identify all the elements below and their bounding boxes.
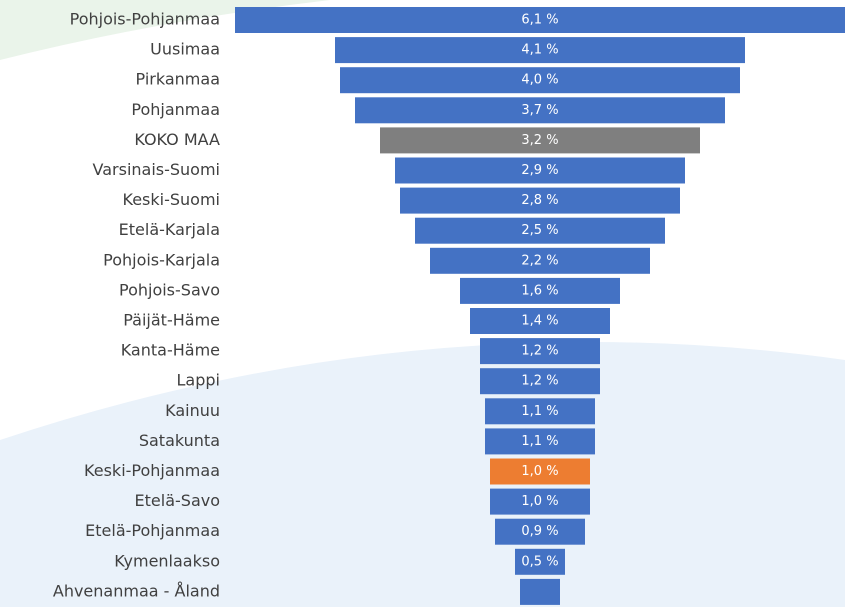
data-label: 0,5 % [521,554,558,569]
category-label: Keski-Pohjanmaa [84,461,220,480]
bar [485,428,595,455]
data-label: 0,9 % [521,524,558,539]
data-label: 3,7 % [521,103,558,118]
decor-bottom [0,342,845,607]
data-label: 4,1 % [521,43,558,58]
data-label: 1,4 % [521,314,558,329]
category-label: Pohjois-Pohjanmaa [70,10,220,29]
category-label: Lappi [177,371,220,390]
bar [460,277,620,304]
bar [415,217,665,244]
data-label: 1,6 % [521,283,558,298]
bar [395,157,685,184]
bar [235,7,845,33]
bar [400,187,680,214]
data-label: 6,1 % [521,13,558,28]
category-label: Varsinais-Suomi [93,160,220,179]
data-label: 1,2 % [521,344,558,359]
bar [490,488,590,515]
category-label: Satakunta [139,431,220,450]
category-label: Päijät-Häme [123,311,220,330]
data-label: 3,2 % [521,133,558,148]
data-label: 2,2 % [521,253,558,268]
category-label: Keski-Suomi [123,190,220,209]
data-label: 1,2 % [521,374,558,389]
data-label: 1,0 % [521,464,558,479]
category-label: Pohjois-Savo [119,280,220,299]
category-label: Etelä-Savo [135,491,220,510]
category-label: Pirkanmaa [136,70,220,89]
data-label: 2,5 % [521,223,558,238]
bar [520,578,560,605]
category-label: Kainuu [165,401,220,420]
data-label: 1,1 % [521,434,558,449]
bar [480,338,600,365]
bar [380,127,700,154]
category-label: KOKO MAA [134,130,220,149]
bar [480,368,600,395]
category-label: Uusimaa [150,40,220,59]
bar [430,247,650,274]
bar [335,37,745,64]
data-label: 2,8 % [521,193,558,208]
category-label: Etelä-Pohjanmaa [85,521,220,540]
bar [515,548,565,575]
data-label: 4,0 % [521,73,558,88]
bar [355,97,725,124]
data-label: 1,1 % [521,404,558,419]
category-label: Ahvenanmaa - Åland [53,581,220,600]
category-label: Kymenlaakso [114,551,220,570]
bar [490,458,590,485]
data-label: 1,0 % [521,494,558,509]
category-label: Etelä-Karjala [119,220,220,239]
category-label: Pohjanmaa [131,100,220,119]
bar [485,398,595,425]
bar [470,308,610,334]
bar [495,518,585,545]
data-label: 2,9 % [521,163,558,178]
category-label: Pohjois-Karjala [103,250,220,269]
category-label: Kanta-Häme [121,341,220,360]
decor-top [0,0,330,60]
bar [340,67,740,94]
